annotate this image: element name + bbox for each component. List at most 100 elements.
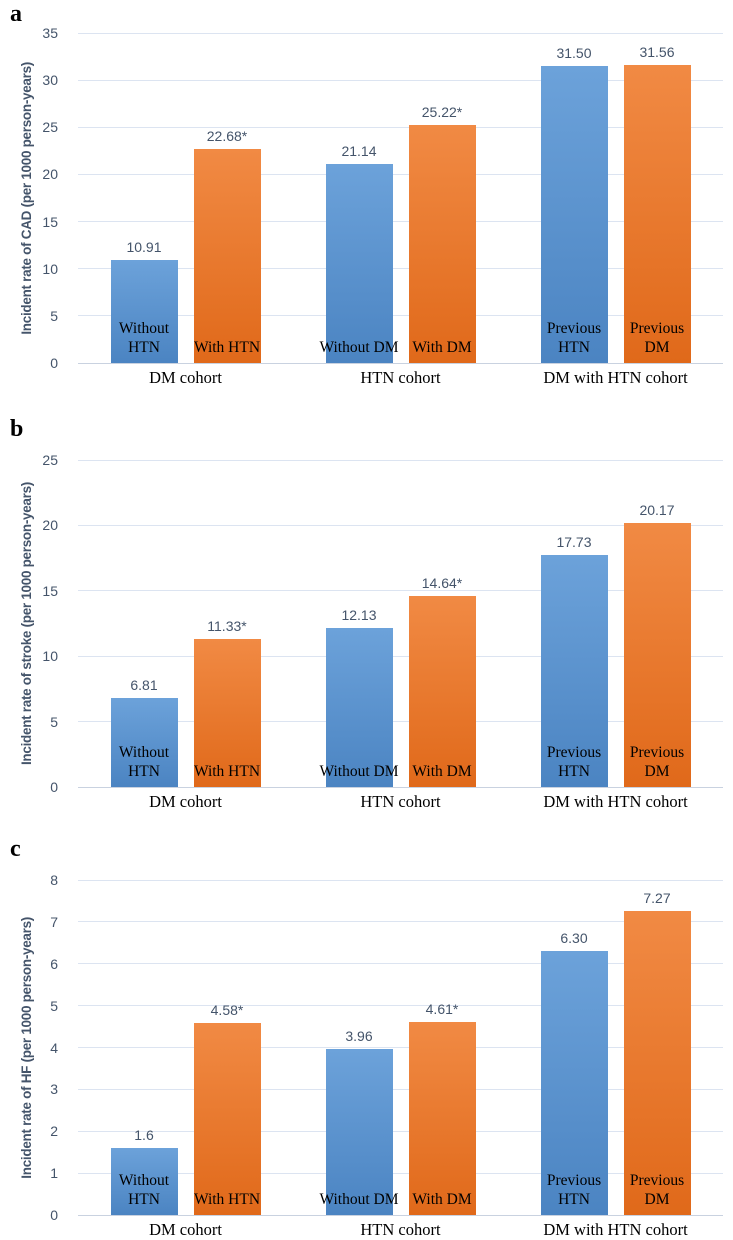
y-tick-label: 10 [42,260,58,277]
y-tick-label: 25 [42,452,58,468]
bar-inner-label: Previous DM [629,1172,685,1208]
bar-value-label: 31.50 [556,45,592,61]
x-category-label: HTN cohort [360,1220,441,1239]
bar-without-dm: Without DM [319,628,399,787]
gridline [78,921,723,923]
gridline [78,1088,723,1090]
y-tick-label: 15 [42,213,58,230]
bar-inner-label: With HTN [193,1190,261,1208]
bar-inner-label: Without HTN [118,744,170,780]
x-category-label: DM with HTN cohort [543,792,688,811]
bar-without-htn: Without HTN [110,260,178,363]
bar-inner-label: With DM [412,338,472,356]
bar-inner-label: With DM [412,762,472,780]
bar-inner-label: With DM [412,1190,472,1208]
bar-inner-label: Previous DM [629,320,685,356]
x-axis-line [78,1214,723,1216]
bar-value-label: 12.13 [341,607,377,623]
bar-without-dm: Without DM [319,1049,399,1215]
gridline [78,221,723,223]
gridline [78,315,723,317]
bar-previous-htn: Previous HTN [540,555,608,787]
x-axis-line [78,786,723,788]
bar-with-dm: With DM [408,596,476,787]
bar-value-label: 1.6 [134,1127,154,1143]
y-tick-label: 1 [50,1165,58,1182]
bar-value-label: 31.56 [639,44,675,60]
panel-letter-a: a [10,1,22,27]
gridline [78,655,723,657]
bar-inner-label: Without HTN [118,1172,170,1208]
gridline [78,963,723,965]
y-axis-ticks: 0 5 10 15 20 25 [0,413,733,830]
y-tick-label: 5 [50,713,58,730]
gridline [78,721,723,723]
gridline [78,32,723,34]
y-tick-label: 0 [50,1207,58,1223]
bar-previous-htn: Previous HTN [540,66,608,363]
gridline [78,79,723,81]
panel-b: b Incident rate of stroke (per 1000 pers… [0,413,733,830]
gridline [78,459,723,461]
x-axis-line [78,362,723,364]
bar-previous-dm: Previous DM [623,65,691,363]
bar-without-dm: Without DM [319,164,399,363]
gridline [78,590,723,592]
y-axis-ticks: 0 1 2 3 4 5 6 7 8 [0,830,733,1240]
gridline [78,126,723,128]
y-tick-label: 5 [50,997,58,1014]
bar-without-htn: Without HTN [110,1148,178,1215]
bar-previous-htn: Previous HTN [540,951,608,1215]
x-category-label: DM with HTN cohort [543,1220,688,1239]
gridline [78,173,723,175]
bar-inner-label: Without DM [319,338,399,356]
gridline [78,524,723,526]
gridline [78,1172,723,1174]
y-axis-ticks: 0 5 10 15 20 25 30 35 [0,0,733,413]
bar-with-dm: With DM [408,125,476,363]
y-tick-label: 20 [42,166,58,183]
x-category-label: DM with HTN cohort [543,368,688,387]
gridline [78,268,723,270]
bar-with-dm: With DM [408,1022,476,1215]
x-category-label: DM cohort [149,368,222,387]
bar-previous-dm: Previous DM [623,523,691,787]
bar-with-htn: With HTN [193,1023,261,1215]
x-category-label: DM cohort [149,792,222,811]
bar-value-label: 25.22* [421,104,463,120]
y-tick-label: 2 [50,1123,58,1140]
gridline [78,1005,723,1007]
bar-value-label: 4.58* [210,1002,244,1018]
bar-value-label: 7.27 [643,890,671,906]
y-tick-label: 8 [50,872,58,888]
bar-inner-label: Previous HTN [546,320,602,356]
bar-value-label: 20.17 [639,502,675,518]
x-category-label: HTN cohort [360,368,441,387]
plot-area: Without HTN 10.91 With HTN 22.68* Without DM… [78,32,723,364]
gridline [78,879,723,881]
bar-with-htn: With HTN [193,639,261,787]
y-tick-label: 5 [50,307,58,324]
y-tick-label: 20 [42,517,58,534]
x-category-label: DM cohort [149,1220,222,1239]
x-category-label: HTN cohort [360,792,441,811]
bar-value-label: 21.14 [341,143,377,159]
panel-a: a Incident rate of CAD (per 1000 person-… [0,0,733,413]
bar-previous-dm: Previous DM [623,911,691,1215]
bar-value-label: 14.64* [421,575,463,591]
bar-inner-label: With HTN [193,338,261,356]
bar-value-label: 6.30 [560,930,588,946]
bar-with-htn: With HTN [193,149,261,363]
bar-inner-label: Previous HTN [546,1172,602,1208]
y-tick-label: 7 [50,913,58,930]
bar-inner-label: Without DM [319,1190,399,1208]
y-tick-label: 35 [42,25,58,41]
bar-inner-label: Previous HTN [546,744,602,780]
y-tick-label: 4 [50,1039,58,1056]
bar-value-label: 11.33* [207,618,247,634]
y-tick-label: 10 [42,648,58,665]
y-tick-label: 15 [42,582,58,599]
bar-value-label: 3.96 [345,1028,373,1044]
bar-value-label: 4.61* [425,1001,459,1017]
